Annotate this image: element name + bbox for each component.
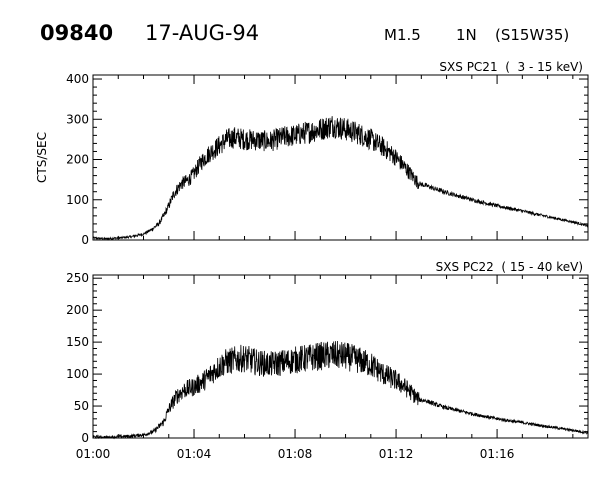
- plot-header: 09840 17-AUG-94 M1.5 1N (S15W35): [40, 21, 569, 45]
- series-line-pc22: [92, 340, 589, 440]
- x-tick-label: 01:08: [278, 447, 313, 461]
- panel-title-pc21: SXS PC21 ( 3 - 15 keV): [439, 60, 583, 74]
- panel-pc21: SXS PC21 ( 3 - 15 keV) CTS/SEC 0 100 200 300 4…: [35, 60, 589, 247]
- series-line-pc21: [92, 116, 589, 241]
- flare-class: M1.5: [384, 26, 421, 44]
- plot-frame-pc22: [92, 274, 589, 439]
- optical-class: 1N: [456, 26, 477, 44]
- panel-pc22: SXS PC22 ( 15 - 40 keV) 0 50 100 150 200 250 01…: [66, 260, 589, 461]
- panel-title-pc22: SXS PC22 ( 15 - 40 keV): [436, 260, 583, 274]
- y-tick-label: 50: [74, 399, 89, 413]
- y-axis-label-pc21: CTS/SEC: [35, 132, 49, 183]
- y-tick-label: 200: [66, 153, 89, 167]
- x-tick-label: 01:16: [480, 447, 515, 461]
- x-tick-label: 01:04: [177, 447, 212, 461]
- plot-frame-pc21: [92, 74, 589, 241]
- y-tick-label: 0: [81, 233, 89, 247]
- event-number: 09840: [40, 21, 113, 45]
- y-tick-label: 0: [81, 431, 89, 445]
- y-tick-label: 400: [66, 72, 89, 86]
- y-tick-label: 100: [66, 193, 89, 207]
- y-tick-label: 150: [66, 335, 89, 349]
- flare-location: (S15W35): [495, 26, 569, 44]
- y-tick-label: 100: [66, 367, 89, 381]
- y-tick-label: 200: [66, 303, 89, 317]
- event-date: 17-AUG-94: [145, 21, 259, 45]
- x-tick-label: 01:12: [379, 447, 414, 461]
- y-tick-label: 300: [66, 112, 89, 126]
- x-tick-label: 01:00: [76, 447, 111, 461]
- y-tick-label: 250: [66, 271, 89, 285]
